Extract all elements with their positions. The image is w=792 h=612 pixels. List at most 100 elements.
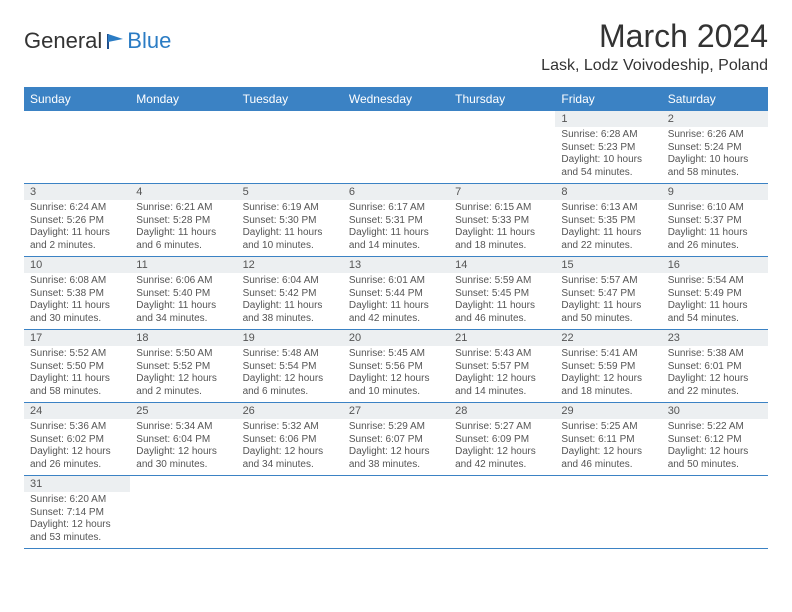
calendar-cell: 23Sunrise: 5:38 AMSunset: 6:01 PMDayligh… [662,330,768,403]
sunrise-text: Sunrise: 5:45 AM [349,348,443,361]
sunrise-text: Sunrise: 5:38 AM [668,348,762,361]
calendar-cell: 12Sunrise: 6:04 AMSunset: 5:42 PMDayligh… [237,257,343,330]
daylight-text: Daylight: 11 hours and 22 minutes. [561,227,655,252]
calendar-cell: 16Sunrise: 5:54 AMSunset: 5:49 PMDayligh… [662,257,768,330]
calendar-cell [555,476,661,549]
sunset-text: Sunset: 6:04 PM [136,434,230,447]
day-number: 27 [343,403,449,419]
location: Lask, Lodz Voivodeship, Poland [541,57,768,75]
sunset-text: Sunset: 6:02 PM [30,434,124,447]
day-number: 17 [24,330,130,346]
logo-text-2: Blue [127,28,171,54]
calendar-cell: 2Sunrise: 6:26 AMSunset: 5:24 PMDaylight… [662,111,768,184]
day-details: Sunrise: 6:17 AMSunset: 5:31 PMDaylight:… [343,200,449,256]
daylight-text: Daylight: 11 hours and 54 minutes. [668,300,762,325]
calendar-cell [237,476,343,549]
day-details: Sunrise: 6:01 AMSunset: 5:44 PMDaylight:… [343,273,449,329]
day-number: 18 [130,330,236,346]
calendar-week-row: 1Sunrise: 6:28 AMSunset: 5:23 PMDaylight… [24,111,768,184]
day-details: Sunrise: 5:27 AMSunset: 6:09 PMDaylight:… [449,419,555,475]
sunset-text: Sunset: 5:28 PM [136,215,230,228]
day-number [449,476,555,492]
day-number: 19 [237,330,343,346]
calendar-cell [343,476,449,549]
month-title: March 2024 [541,18,768,55]
day-number: 13 [343,257,449,273]
day-details: Sunrise: 6:26 AMSunset: 5:24 PMDaylight:… [662,127,768,183]
weekday-header: Friday [555,87,661,111]
sunset-text: Sunset: 5:40 PM [136,288,230,301]
weekday-header: Thursday [449,87,555,111]
sunset-text: Sunset: 7:14 PM [30,507,124,520]
day-number: 15 [555,257,661,273]
day-number: 10 [24,257,130,273]
sunrise-text: Sunrise: 6:28 AM [561,129,655,142]
sunset-text: Sunset: 6:07 PM [349,434,443,447]
sunrise-text: Sunrise: 5:48 AM [243,348,337,361]
day-number: 23 [662,330,768,346]
sunrise-text: Sunrise: 6:15 AM [455,202,549,215]
sunset-text: Sunset: 5:50 PM [30,361,124,374]
sunrise-text: Sunrise: 5:50 AM [136,348,230,361]
sunset-text: Sunset: 5:42 PM [243,288,337,301]
daylight-text: Daylight: 11 hours and 10 minutes. [243,227,337,252]
day-number: 21 [449,330,555,346]
sunrise-text: Sunrise: 6:10 AM [668,202,762,215]
day-details: Sunrise: 5:25 AMSunset: 6:11 PMDaylight:… [555,419,661,475]
weekday-header: Tuesday [237,87,343,111]
sunrise-text: Sunrise: 5:57 AM [561,275,655,288]
sunset-text: Sunset: 5:24 PM [668,142,762,155]
sunset-text: Sunset: 5:54 PM [243,361,337,374]
day-number: 4 [130,184,236,200]
day-details: Sunrise: 5:36 AMSunset: 6:02 PMDaylight:… [24,419,130,475]
calendar-cell: 19Sunrise: 5:48 AMSunset: 5:54 PMDayligh… [237,330,343,403]
sunrise-text: Sunrise: 6:26 AM [668,129,762,142]
day-details: Sunrise: 6:20 AMSunset: 7:14 PMDaylight:… [24,492,130,548]
day-details: Sunrise: 5:29 AMSunset: 6:07 PMDaylight:… [343,419,449,475]
daylight-text: Daylight: 12 hours and 14 minutes. [455,373,549,398]
daylight-text: Daylight: 11 hours and 42 minutes. [349,300,443,325]
day-number: 24 [24,403,130,419]
calendar-week-row: 17 Sunrise: 5:52 AMSunset: 5:50 PM Dayligh… [24,330,768,403]
calendar-cell: 9Sunrise: 6:10 AMSunset: 5:37 PMDaylight… [662,184,768,257]
day-number: 29 [555,403,661,419]
daylight-text: Daylight: 10 hours and 54 minutes. [561,154,655,179]
sunrise-text: Sunrise: 5:36 AM [30,421,124,434]
daylight-text: Daylight: 11 hours and 2 minutes. [30,227,124,252]
sunset-text: Sunset: 5:47 PM [561,288,655,301]
calendar-cell: 5Sunrise: 6:19 AMSunset: 5:30 PMDaylight… [237,184,343,257]
day-details: Sunrise: 5:57 AMSunset: 5:47 PMDaylight:… [555,273,661,329]
calendar-cell: 4Sunrise: 6:21 AMSunset: 5:28 PMDaylight… [130,184,236,257]
logo-text-1: General [24,28,102,54]
sunrise-text: Sunrise: 5:52 AM [30,348,124,361]
calendar-cell: 8Sunrise: 6:13 AMSunset: 5:35 PMDaylight… [555,184,661,257]
day-number [555,476,661,492]
calendar-cell: 14Sunrise: 5:59 AMSunset: 5:45 PMDayligh… [449,257,555,330]
sunset-text: Sunset: 5:38 PM [30,288,124,301]
calendar-cell: 31Sunrise: 6:20 AMSunset: 7:14 PMDayligh… [24,476,130,549]
sunset-text: Sunset: 6:12 PM [668,434,762,447]
day-number: 2 [662,111,768,127]
title-block: March 2024 Lask, Lodz Voivodeship, Polan… [541,18,768,75]
day-details: Sunrise: 6:04 AMSunset: 5:42 PMDaylight:… [237,273,343,329]
sunset-text: Sunset: 5:26 PM [30,215,124,228]
day-number: 7 [449,184,555,200]
sunrise-text: Sunrise: 6:13 AM [561,202,655,215]
logo: General Blue [24,18,171,54]
sunrise-text: Sunrise: 6:01 AM [349,275,443,288]
day-details: Sunrise: 6:24 AMSunset: 5:26 PMDaylight:… [24,200,130,256]
calendar-cell: 17Sunrise: 5:52 AMSunset: 5:50 PMDayligh… [24,330,130,403]
sunrise-text: Sunrise: 5:29 AM [349,421,443,434]
day-details: Sunrise: 5:34 AMSunset: 6:04 PMDaylight:… [130,419,236,475]
sunset-text: Sunset: 5:45 PM [455,288,549,301]
sunrise-text: Sunrise: 5:54 AM [668,275,762,288]
calendar-cell [662,476,768,549]
day-details: Sunrise: 6:13 AMSunset: 5:35 PMDaylight:… [555,200,661,256]
calendar-cell: 24Sunrise: 5:36 AMSunset: 6:02 PMDayligh… [24,403,130,476]
daylight-text: Daylight: 12 hours and 18 minutes. [561,373,655,398]
weekday-header: Saturday [662,87,768,111]
sunset-text: Sunset: 5:35 PM [561,215,655,228]
calendar-cell: 22Sunrise: 5:41 AMSunset: 5:59 PMDayligh… [555,330,661,403]
day-number: 1 [555,111,661,127]
sunset-text: Sunset: 5:52 PM [136,361,230,374]
